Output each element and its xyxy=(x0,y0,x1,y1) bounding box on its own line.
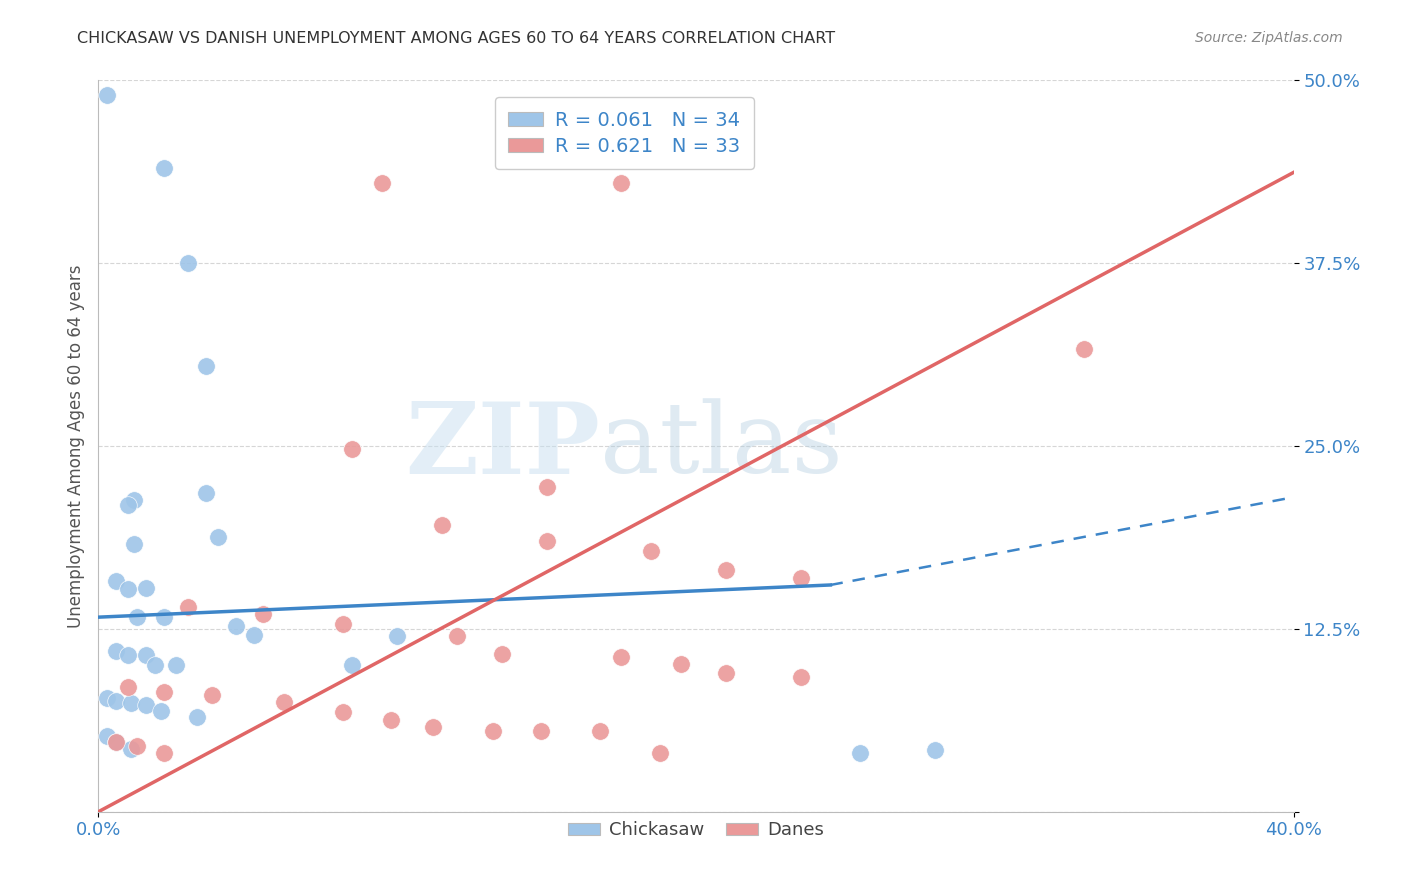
Point xyxy=(105,734,128,748)
Point xyxy=(135,698,157,712)
Point xyxy=(789,571,811,585)
Point xyxy=(849,746,872,760)
Point xyxy=(124,493,146,508)
Point xyxy=(714,563,737,577)
Point xyxy=(924,743,946,757)
Point xyxy=(120,741,142,756)
Point xyxy=(186,709,208,723)
Point xyxy=(120,697,142,711)
Point xyxy=(207,530,229,544)
Point xyxy=(385,629,409,643)
Point xyxy=(536,480,558,494)
Point xyxy=(150,704,173,718)
Text: ZIP: ZIP xyxy=(405,398,600,494)
Point xyxy=(380,713,402,727)
Y-axis label: Unemployment Among Ages 60 to 64 years: Unemployment Among Ages 60 to 64 years xyxy=(66,264,84,628)
Point xyxy=(127,739,149,753)
Point xyxy=(195,485,218,500)
Point xyxy=(332,705,354,719)
Point xyxy=(135,648,157,663)
Point xyxy=(273,695,295,709)
Point xyxy=(105,734,128,748)
Text: atlas: atlas xyxy=(600,398,844,494)
Point xyxy=(127,610,149,624)
Point xyxy=(117,681,139,695)
Point xyxy=(153,746,176,760)
Point xyxy=(165,658,187,673)
Point xyxy=(789,670,811,684)
Point xyxy=(640,544,662,558)
Point xyxy=(225,619,247,633)
Point xyxy=(117,648,139,663)
Point xyxy=(96,729,118,743)
Point xyxy=(117,582,139,597)
Point xyxy=(342,442,364,456)
Point xyxy=(446,629,468,643)
Point xyxy=(669,657,692,671)
Point xyxy=(536,534,558,549)
Point xyxy=(177,599,200,614)
Point xyxy=(650,746,672,760)
Point xyxy=(252,607,274,622)
Point xyxy=(153,685,176,699)
Point xyxy=(105,644,128,658)
Point xyxy=(105,693,128,707)
Point xyxy=(342,658,364,673)
Point xyxy=(714,665,737,680)
Point xyxy=(530,724,553,739)
Point xyxy=(124,537,146,551)
Point xyxy=(610,649,633,664)
Point xyxy=(243,628,266,642)
Point xyxy=(430,518,453,533)
Point xyxy=(491,647,513,661)
Point xyxy=(589,724,612,739)
Point xyxy=(143,658,166,673)
Point xyxy=(610,176,633,190)
Text: CHICKASAW VS DANISH UNEMPLOYMENT AMONG AGES 60 TO 64 YEARS CORRELATION CHART: CHICKASAW VS DANISH UNEMPLOYMENT AMONG A… xyxy=(77,31,835,46)
Point xyxy=(153,610,176,624)
Point xyxy=(201,688,224,702)
Legend: Chickasaw, Danes: Chickasaw, Danes xyxy=(561,814,831,847)
Point xyxy=(96,690,118,705)
Point xyxy=(332,617,354,632)
Point xyxy=(482,724,505,739)
Point xyxy=(177,256,200,270)
Point xyxy=(96,87,118,102)
Text: Source: ZipAtlas.com: Source: ZipAtlas.com xyxy=(1195,31,1343,45)
Point xyxy=(135,581,157,595)
Point xyxy=(371,176,394,190)
Point xyxy=(117,498,139,512)
Point xyxy=(1073,343,1095,357)
Point xyxy=(105,574,128,588)
Point xyxy=(153,161,176,175)
Point xyxy=(195,359,218,373)
Point xyxy=(422,720,444,734)
